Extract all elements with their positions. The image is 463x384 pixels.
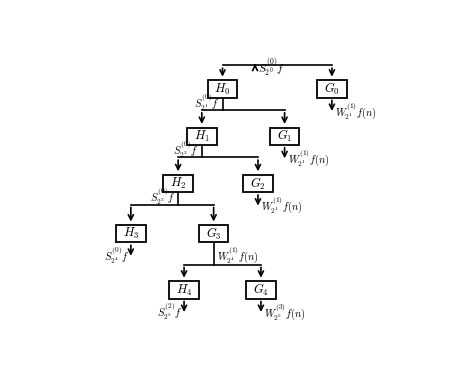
Text: $W_{2^5}^{(3)}f(n)$: $W_{2^5}^{(3)}f(n)$ bbox=[264, 301, 306, 322]
Text: $G_3$: $G_3$ bbox=[206, 226, 221, 242]
Text: $S_{2^0}^{(0)}f$: $S_{2^0}^{(0)}f$ bbox=[258, 55, 285, 78]
Text: $S_{2^5}^{(2)}f$: $S_{2^5}^{(2)}f$ bbox=[157, 301, 182, 322]
FancyBboxPatch shape bbox=[208, 80, 238, 98]
Text: $G_0$: $G_0$ bbox=[324, 81, 340, 97]
FancyBboxPatch shape bbox=[187, 128, 217, 145]
Text: $G_4$: $G_4$ bbox=[253, 282, 269, 298]
Text: $H_4$: $H_4$ bbox=[176, 283, 192, 298]
FancyBboxPatch shape bbox=[270, 128, 300, 145]
Text: $S_{2^2}^{(0)}f$: $S_{2^2}^{(0)}f$ bbox=[174, 139, 199, 160]
FancyBboxPatch shape bbox=[317, 80, 347, 98]
Text: $H_3$: $H_3$ bbox=[123, 226, 139, 242]
Text: $H_1$: $H_1$ bbox=[194, 129, 210, 144]
FancyBboxPatch shape bbox=[163, 175, 193, 192]
Text: $G_1$: $G_1$ bbox=[277, 128, 292, 144]
FancyBboxPatch shape bbox=[199, 225, 228, 242]
Text: $W_{2^1}^{(1)}f(n)$: $W_{2^1}^{(1)}f(n)$ bbox=[335, 100, 376, 121]
Text: $S_{2^4}^{(0)}f$: $S_{2^4}^{(0)}f$ bbox=[104, 245, 129, 266]
FancyBboxPatch shape bbox=[246, 281, 276, 299]
Text: $S_{2^3}^{(0)}f$: $S_{2^3}^{(0)}f$ bbox=[150, 186, 175, 207]
FancyBboxPatch shape bbox=[169, 281, 199, 299]
FancyBboxPatch shape bbox=[116, 225, 146, 242]
Text: $H_2$: $H_2$ bbox=[170, 176, 186, 191]
Text: $W_{2^1}^{(1)}f(n)$: $W_{2^1}^{(1)}f(n)$ bbox=[261, 195, 302, 215]
Text: $H_0$: $H_0$ bbox=[214, 81, 231, 96]
Text: $W_{2^4}^{(1)}f(n)$: $W_{2^4}^{(1)}f(n)$ bbox=[217, 244, 258, 265]
Text: $W_{2^1}^{(1)}f(n)$: $W_{2^1}^{(1)}f(n)$ bbox=[288, 147, 329, 168]
FancyBboxPatch shape bbox=[243, 175, 273, 192]
Text: $G_2$: $G_2$ bbox=[250, 175, 266, 192]
Text: $S_{2^1}^{(0)}f$: $S_{2^1}^{(0)}f$ bbox=[194, 92, 219, 113]
